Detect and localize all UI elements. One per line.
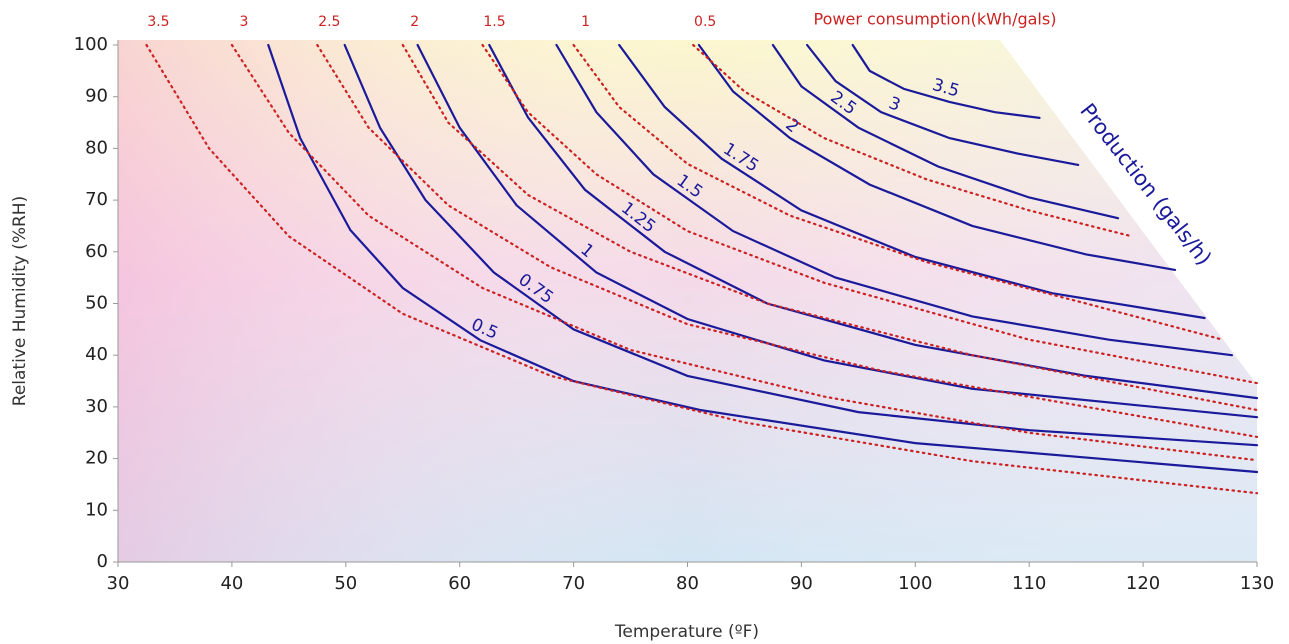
power-curve — [316, 43, 1259, 438]
x-tick-label: 60 — [448, 573, 471, 594]
y-tick-label: 0 — [97, 551, 108, 572]
x-tick-label: 70 — [562, 573, 585, 594]
x-tick-label: 90 — [790, 573, 813, 594]
power-curve-label: 3 — [239, 14, 248, 30]
production-curve — [771, 43, 1120, 220]
x-axis-label: Temperature (ºF) — [614, 622, 759, 642]
power-curve — [230, 43, 1259, 462]
x-tick-label: 130 — [1240, 573, 1274, 594]
power-label: Power consumption(kWh/gals) — [814, 10, 1057, 29]
power-curve-label: 3.5 — [147, 14, 169, 30]
production-curve — [697, 43, 1177, 271]
y-tick-label: 70 — [85, 189, 108, 210]
y-tick-label: 60 — [85, 241, 108, 262]
y-tick-label: 40 — [85, 344, 108, 365]
power-curve-label: 0.5 — [694, 14, 716, 30]
y-tick-label: 100 — [74, 34, 108, 55]
production-curve — [806, 43, 1080, 166]
plot-background-tint — [118, 40, 1257, 562]
production-curve — [267, 43, 1259, 474]
power-curve-label: 1 — [581, 14, 590, 30]
power-curve — [401, 43, 1259, 412]
y-tick-label: 50 — [85, 293, 108, 314]
x-tick-label: 30 — [107, 573, 130, 594]
power-curve — [692, 43, 1133, 238]
power-curve-label: 2 — [410, 14, 419, 30]
y-tick-label: 20 — [85, 448, 108, 469]
x-tick-label: 50 — [334, 573, 357, 594]
power-curve-label: 1.5 — [483, 14, 505, 30]
x-tick-label: 80 — [676, 573, 699, 594]
x-tick-label: 110 — [1012, 573, 1046, 594]
production-curve — [851, 43, 1041, 119]
power-curve — [572, 43, 1224, 341]
power-curve-label: 2.5 — [318, 14, 340, 30]
y-tick-label: 10 — [85, 499, 108, 520]
x-tick-label: 100 — [898, 573, 932, 594]
x-tick-label: 40 — [220, 573, 243, 594]
y-axis-label: Relative Humidity (%RH) — [10, 196, 30, 406]
y-tick-label: 30 — [85, 396, 108, 417]
x-tick-label: 120 — [1126, 573, 1160, 594]
production-curve — [488, 43, 1259, 400]
production-curve — [555, 43, 1233, 357]
y-tick-label: 80 — [85, 137, 108, 158]
production-curve — [618, 43, 1206, 320]
y-tick-label: 90 — [85, 86, 108, 107]
production-curve — [343, 43, 1259, 447]
production-curve — [416, 43, 1259, 419]
power-curve — [145, 43, 1259, 495]
